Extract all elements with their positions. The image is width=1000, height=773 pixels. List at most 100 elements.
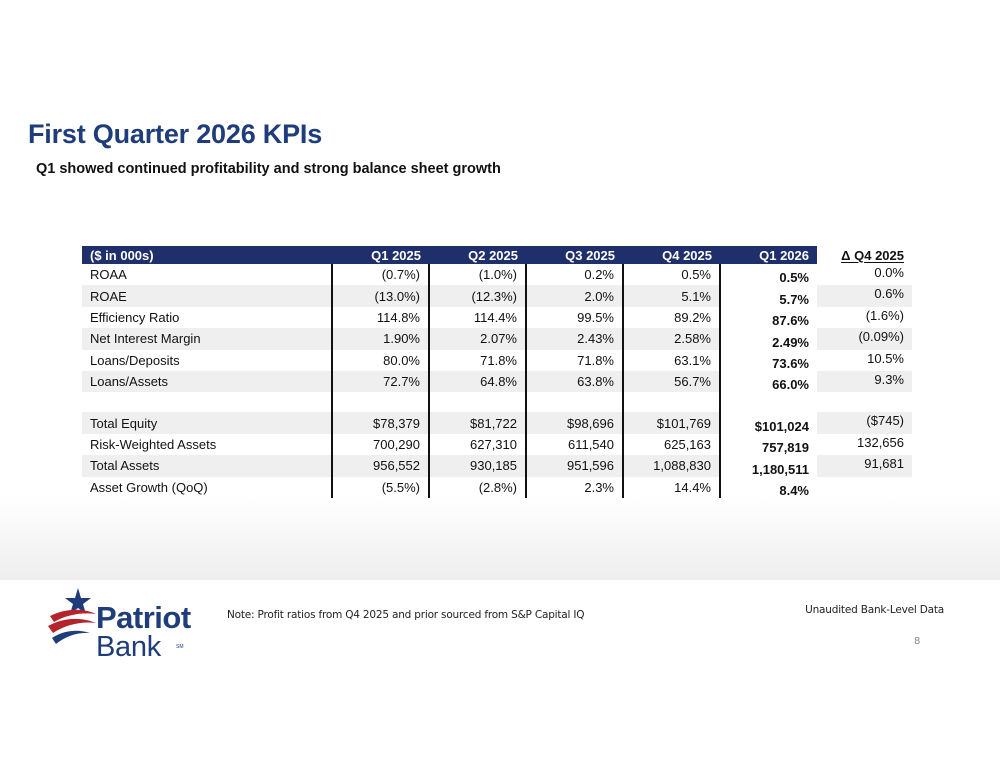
cell-delta: (0.09%) bbox=[817, 328, 912, 350]
cell-value: $101,769 bbox=[623, 412, 721, 434]
header-q1-2025: Q1 2025 bbox=[332, 246, 429, 264]
table-row: Loans/Assets 72.7% 64.8% 63.8% 56.7% 66.… bbox=[82, 370, 912, 393]
cell-value-current: 2.49% bbox=[720, 328, 817, 350]
logo-wordmark-patriot: Patriot bbox=[96, 600, 191, 635]
cell-value: 2.43% bbox=[526, 328, 624, 350]
table-row: ROAA (0.7%) (1.0%) 0.2% 0.5% 0.5% 0.0% bbox=[82, 264, 912, 286]
patriot-bank-logo: Patriot Bank SM bbox=[46, 586, 206, 664]
cell-value-current: 1,180,511 bbox=[720, 455, 817, 477]
cell-delta: (1.6%) bbox=[865, 307, 904, 323]
cell-value-current: 0.5% bbox=[779, 270, 809, 286]
page-subtitle: Q1 showed continued profitability and st… bbox=[36, 161, 501, 177]
header-q2-2025: Q2 2025 bbox=[429, 246, 526, 264]
cell-delta: 9.3% bbox=[817, 370, 912, 393]
header-q1-2026: Q1 2026 bbox=[720, 246, 817, 264]
cell-value: 114.4% bbox=[429, 306, 527, 329]
row-label: ROAA bbox=[82, 264, 333, 286]
row-label: Total Equity bbox=[82, 412, 333, 434]
cell-value: 1.90% bbox=[332, 328, 430, 350]
table-row: Risk-Weighted Assets 700,290 627,310 611… bbox=[82, 433, 912, 456]
table-row: Loans/Deposits 80.0% 71.8% 71.8% 63.1% 7… bbox=[82, 349, 912, 371]
cell-value: (1.0%) bbox=[429, 264, 527, 286]
cell-delta: 0.0% bbox=[874, 265, 904, 280]
cell-value: 2.3% bbox=[526, 476, 624, 498]
cell-delta: 10.5% bbox=[867, 350, 904, 366]
row-label: Risk-Weighted Assets bbox=[82, 433, 333, 456]
cell-value: 80.0% bbox=[332, 349, 430, 371]
cell-value: 0.2% bbox=[526, 264, 624, 286]
row-label: Efficiency Ratio bbox=[82, 306, 333, 329]
cell-delta: 91,681 bbox=[817, 455, 912, 477]
background-gradient bbox=[0, 495, 1000, 580]
row-label: Total Assets bbox=[82, 455, 333, 477]
table-row: Efficiency Ratio 114.8% 114.4% 99.5% 89.… bbox=[82, 306, 912, 329]
cell-value: $98,696 bbox=[526, 412, 624, 434]
header-q3-2025: Q3 2025 bbox=[526, 246, 623, 264]
logo-service-mark: SM bbox=[176, 644, 184, 650]
star-swoosh-logo-icon bbox=[48, 588, 96, 644]
cell-value: 14.4% bbox=[623, 476, 721, 498]
spacer-row bbox=[82, 392, 912, 413]
cell-value: 2.07% bbox=[429, 328, 527, 350]
cell-delta: 0.6% bbox=[817, 285, 912, 307]
cell-value: 71.8% bbox=[429, 349, 527, 371]
table-row: Net Interest Margin 1.90% 2.07% 2.43% 2.… bbox=[82, 328, 912, 350]
cell-value: $78,379 bbox=[332, 412, 430, 434]
cell-value: 2.58% bbox=[623, 328, 721, 350]
cell-value: 72.7% bbox=[332, 370, 430, 393]
row-label: Net Interest Margin bbox=[82, 328, 333, 350]
header-q4-2025: Q4 2025 bbox=[623, 246, 720, 264]
cell-value-current: 8.4% bbox=[779, 482, 809, 498]
cell-delta: ($745) bbox=[817, 412, 912, 434]
cell-value: 5.1% bbox=[623, 285, 721, 307]
cell-value: 951,596 bbox=[526, 455, 624, 477]
table-row: Total Equity $78,379 $81,722 $98,696 $10… bbox=[82, 412, 912, 434]
page-number: 8 bbox=[914, 636, 921, 647]
cell-value: (13.0%) bbox=[332, 285, 430, 307]
cell-value: 956,552 bbox=[332, 455, 430, 477]
row-label: Loans/Assets bbox=[82, 370, 333, 393]
kpi-table: ($ in 000s) Q1 2025 Q2 2025 Q3 2025 Q4 2… bbox=[82, 246, 913, 498]
cell-value-current: 66.0% bbox=[720, 370, 817, 393]
table-header-row: ($ in 000s) Q1 2025 Q2 2025 Q3 2025 Q4 2… bbox=[82, 246, 912, 264]
cell-value-current: 73.6% bbox=[772, 355, 809, 371]
cell-value: 63.1% bbox=[623, 349, 721, 371]
cell-value: 1,088,830 bbox=[623, 455, 721, 477]
cell-value: (2.8%) bbox=[429, 476, 527, 498]
cell-value: 64.8% bbox=[429, 370, 527, 393]
row-label: Loans/Deposits bbox=[82, 349, 333, 371]
cell-value-current: $101,024 bbox=[720, 412, 817, 434]
cell-delta bbox=[817, 477, 912, 498]
cell-value: 99.5% bbox=[526, 306, 624, 329]
row-label: Asset Growth (QoQ) bbox=[82, 476, 333, 498]
row-label: ROAE bbox=[82, 285, 333, 307]
cell-value: 625,163 bbox=[623, 433, 721, 456]
footer-band bbox=[0, 580, 1000, 773]
cell-value: (5.5%) bbox=[332, 476, 430, 498]
cell-value: 700,290 bbox=[332, 433, 430, 456]
cell-value: 89.2% bbox=[623, 306, 721, 329]
logo-wordmark-bank: Bank bbox=[96, 631, 161, 663]
cell-value: 611,540 bbox=[526, 433, 624, 456]
cell-value: $81,722 bbox=[429, 412, 527, 434]
table-row: ROAE (13.0%) (12.3%) 2.0% 5.1% 5.7% 0.6% bbox=[82, 285, 912, 307]
cell-value-current: 757,819 bbox=[762, 440, 809, 456]
table-row: Total Assets 956,552 930,185 951,596 1,0… bbox=[82, 455, 912, 477]
footnote: Note: Profit ratios from Q4 2025 and pri… bbox=[227, 609, 585, 621]
cell-value: (0.7%) bbox=[332, 264, 430, 286]
cell-value: 63.8% bbox=[526, 370, 624, 393]
header-label: ($ in 000s) bbox=[82, 246, 332, 264]
cell-value: 627,310 bbox=[429, 433, 527, 456]
cell-value: 0.5% bbox=[623, 264, 721, 286]
cell-delta: 132,656 bbox=[857, 434, 904, 450]
cell-value: 71.8% bbox=[526, 349, 624, 371]
header-delta-q4-2025: Δ Q4 2025 bbox=[817, 246, 912, 264]
cell-value: 2.0% bbox=[526, 285, 624, 307]
cell-value: (12.3%) bbox=[429, 285, 527, 307]
cell-value: 930,185 bbox=[429, 455, 527, 477]
cell-value: 114.8% bbox=[332, 306, 430, 329]
page-title: First Quarter 2026 KPIs bbox=[28, 119, 323, 149]
cell-value-current: 87.6% bbox=[772, 313, 809, 329]
cell-value-current: 5.7% bbox=[720, 285, 817, 307]
table-row: Asset Growth (QoQ) (5.5%) (2.8%) 2.3% 14… bbox=[82, 476, 912, 498]
